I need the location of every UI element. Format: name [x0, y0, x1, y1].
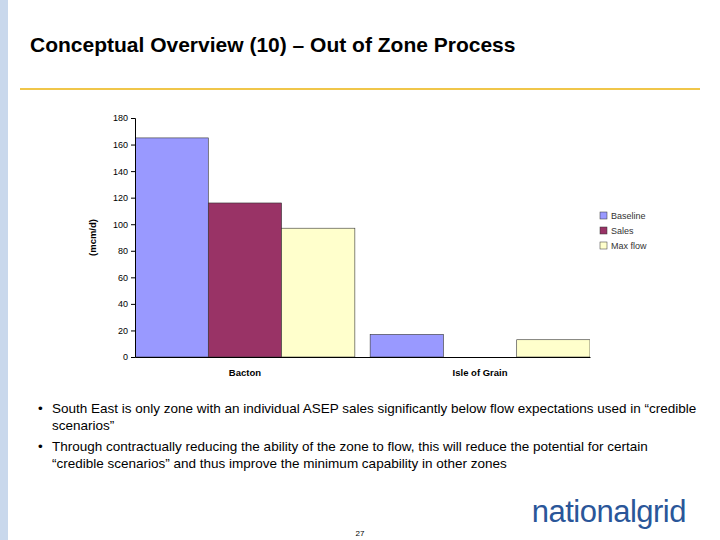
x-axis: Bacton Isle of Grain — [136, 357, 591, 378]
legend-label: Max flow — [611, 241, 647, 251]
y-tick-label: 100 — [113, 220, 128, 230]
bar — [208, 203, 281, 357]
page-number: 27 — [356, 529, 365, 538]
y-tick-label: 0 — [123, 352, 128, 362]
y-tick: 180 — [113, 113, 135, 123]
x-tick: Bacton — [229, 357, 261, 378]
x-tick-label: Bacton — [229, 367, 261, 378]
y-axis-line — [131, 119, 136, 358]
y-tick-label: 180 — [113, 113, 128, 123]
legend-item: Baseline — [600, 211, 646, 221]
legend-label: Baseline — [611, 211, 646, 221]
y-tick-mark — [131, 118, 135, 119]
legend-item: Sales — [600, 226, 634, 236]
bar — [135, 138, 208, 357]
y-tick-mark — [131, 251, 135, 252]
legend-swatch — [600, 212, 607, 219]
legend-label: Sales — [611, 226, 634, 236]
y-tick: 0 — [123, 352, 135, 362]
y-tick-mark — [131, 171, 135, 172]
bullet: South East is only zone with an individu… — [52, 400, 702, 434]
legend: Baseline Sales Max flow — [600, 211, 647, 251]
y-axis: 0 20 40 60 80 100 120 140 160 180 — [113, 113, 136, 362]
y-tick-mark — [131, 198, 135, 199]
y-tick-label: 40 — [118, 299, 128, 309]
y-tick-label: 160 — [113, 140, 128, 150]
x-tick-label: Isle of Grain — [453, 367, 508, 378]
side-strip — [0, 0, 8, 540]
y-tick: 140 — [113, 166, 135, 176]
y-tick: 20 — [118, 326, 135, 336]
bar — [370, 334, 443, 357]
y-tick-label: 120 — [113, 193, 128, 203]
slide: {"slide": {"title": "Conceptual Overview… — [0, 0, 720, 540]
bar — [282, 228, 355, 357]
y-tick-mark — [131, 277, 135, 278]
y-tick: 120 — [113, 193, 135, 203]
y-tick: 100 — [113, 220, 135, 230]
bar — [517, 340, 590, 357]
y-tick: 40 — [118, 299, 135, 309]
y-tick-mark — [131, 357, 135, 358]
y-tick-mark — [131, 330, 135, 331]
y-tick-label: 60 — [118, 273, 128, 283]
legend-swatch — [600, 242, 607, 249]
slide-title: Conceptual Overview (10) – Out of Zone P… — [30, 33, 515, 56]
y-tick-mark — [131, 145, 135, 146]
x-tick: Isle of Grain — [453, 357, 508, 378]
y-tick-label: 140 — [113, 166, 128, 176]
bars — [135, 138, 590, 357]
y-tick-mark — [131, 304, 135, 305]
logo: nationalgrid — [532, 494, 686, 529]
bar — [443, 357, 516, 358]
y-tick: 80 — [118, 246, 135, 256]
title-rule — [20, 88, 700, 90]
y-tick-label: 80 — [118, 246, 128, 256]
y-axis-title: (mcm/d) — [87, 219, 98, 256]
y-tick-mark — [131, 224, 135, 225]
x-axis-line — [136, 357, 591, 358]
bullet: Through contractually reducing the abili… — [52, 438, 702, 472]
y-tick-label: 20 — [118, 326, 128, 336]
legend-swatch — [600, 227, 607, 234]
bullet-list: South East is only zone with an individu… — [30, 400, 702, 476]
legend-item: Max flow — [600, 241, 647, 251]
y-tick: 60 — [118, 273, 135, 283]
y-tick: 160 — [113, 140, 135, 150]
